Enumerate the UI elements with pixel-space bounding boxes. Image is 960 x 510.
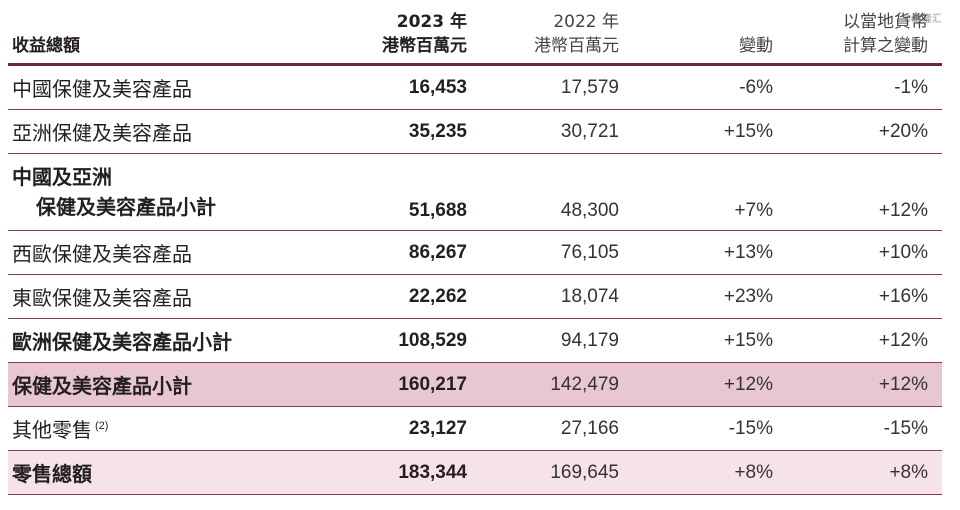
table-header-row: 收益總額 2023 年 港幣百萬元 2022 年 港幣百萬元 變動 以當地貨幣 … bbox=[8, 10, 942, 66]
value-2022: 94,179 bbox=[481, 318, 633, 363]
value-2022: 17,579 bbox=[481, 64, 633, 110]
row-label: 保健及美容產品小計 bbox=[8, 362, 333, 407]
change-value: +8% bbox=[633, 450, 787, 495]
local-change-value: -15% bbox=[787, 406, 942, 451]
footnote-marker: (2) bbox=[95, 420, 109, 433]
table-row-western-europe: 西歐保健及美容產品 86,267 76,105 +13% +10% bbox=[8, 230, 942, 275]
row-label: 西歐保健及美容產品 bbox=[8, 230, 333, 275]
local-change-value: +12% bbox=[787, 362, 942, 407]
change-value: +13% bbox=[633, 230, 787, 275]
header-2023-unit: 港幣百萬元 bbox=[382, 36, 467, 56]
local-change-value: +16% bbox=[787, 274, 942, 319]
local-change-value: +10% bbox=[787, 230, 942, 275]
table-row-health-beauty-subtotal: 保健及美容產品小計 160,217 142,479 +12% +12% bbox=[8, 362, 942, 407]
local-change-value: -1% bbox=[787, 64, 942, 110]
change-value: +15% bbox=[633, 109, 787, 154]
change-value: +12% bbox=[633, 362, 787, 407]
table-row-total-retail: 零售總額 183,344 169,645 +8% +8% bbox=[8, 450, 942, 495]
row-label-line2: 保健及美容產品小計 bbox=[36, 195, 216, 219]
table-row-asia: 亞洲保健及美容產品 35,235 30,721 +15% +20% bbox=[8, 109, 942, 154]
change-value: -6% bbox=[633, 64, 787, 110]
value-2023: 22,262 bbox=[333, 274, 481, 319]
header-2022-year: 2022 年 bbox=[553, 12, 619, 32]
value-2022: 169,645 bbox=[481, 450, 633, 495]
row-label: 中國及亞洲 保健及美容產品小計 bbox=[8, 153, 333, 231]
local-change-value: +12% bbox=[787, 318, 942, 363]
value-2022: 18,074 bbox=[481, 274, 633, 319]
table-row-europe-subtotal: 歐洲保健及美容產品小計 108,529 94,179 +15% +12% bbox=[8, 318, 942, 363]
row-label: 亞洲保健及美容產品 bbox=[8, 109, 333, 154]
table-row-china-asia-subtotal: 中國及亞洲 保健及美容產品小計 51,688 48,300 +7% +12% bbox=[8, 153, 942, 231]
value-2022: 27,166 bbox=[481, 406, 633, 451]
local-change-value: +8% bbox=[787, 450, 942, 495]
value-2022: 142,479 bbox=[481, 362, 633, 407]
value-2023: 183,344 bbox=[333, 450, 481, 495]
change-value: +7% bbox=[633, 153, 787, 231]
value-2023: 86,267 bbox=[333, 230, 481, 275]
row-label: 零售總額 bbox=[8, 450, 333, 495]
value-2022: 48,300 bbox=[481, 153, 633, 231]
change-value: +15% bbox=[633, 318, 787, 363]
header-2022: 2022 年 港幣百萬元 bbox=[481, 10, 633, 66]
table-row-eastern-europe: 東歐保健及美容產品 22,262 18,074 +23% +16% bbox=[8, 274, 942, 319]
value-2023: 160,217 bbox=[333, 362, 481, 407]
value-2023: 35,235 bbox=[333, 109, 481, 154]
row-label-text: 其他零售 bbox=[12, 418, 92, 442]
change-value: +23% bbox=[633, 274, 787, 319]
table-row-other-retail: 其他零售 (2) 23,127 27,166 -15% -15% bbox=[8, 406, 942, 451]
value-2023: 108,529 bbox=[333, 318, 481, 363]
table-row-china: 中國保健及美容產品 16,453 17,579 -6% -1% bbox=[8, 64, 942, 110]
header-total-revenue: 收益總額 bbox=[8, 10, 333, 66]
revenue-table: 收益總額 2023 年 港幣百萬元 2022 年 港幣百萬元 變動 以當地貨幣 … bbox=[8, 10, 942, 495]
header-local-line2: 計算之變動 bbox=[843, 36, 928, 56]
header-local-line1: 以當地貨幣 bbox=[843, 12, 928, 32]
value-2023: 23,127 bbox=[333, 406, 481, 451]
row-label: 歐洲保健及美容產品小計 bbox=[8, 318, 333, 363]
row-label-line1: 中國及亞洲 bbox=[12, 165, 112, 189]
header-2023-year: 2023 年 bbox=[396, 12, 467, 32]
header-2023: 2023 年 港幣百萬元 bbox=[333, 10, 481, 66]
header-local-change: 以當地貨幣 計算之變動 bbox=[787, 10, 942, 66]
header-2022-unit: 港幣百萬元 bbox=[534, 36, 619, 56]
value-2023: 16,453 bbox=[333, 64, 481, 110]
change-value: -15% bbox=[633, 406, 787, 451]
value-2023: 51,688 bbox=[333, 153, 481, 231]
row-label: 東歐保健及美容產品 bbox=[8, 274, 333, 319]
row-label: 中國保健及美容產品 bbox=[8, 64, 333, 110]
local-change-value: +12% bbox=[787, 153, 942, 231]
row-label: 其他零售 (2) bbox=[8, 406, 333, 451]
value-2022: 76,105 bbox=[481, 230, 633, 275]
value-2022: 30,721 bbox=[481, 109, 633, 154]
local-change-value: +20% bbox=[787, 109, 942, 154]
header-change: 變動 bbox=[633, 10, 787, 66]
